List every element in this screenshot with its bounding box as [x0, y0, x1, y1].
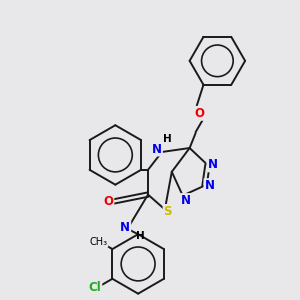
Text: N: N: [204, 179, 214, 192]
Text: N: N: [152, 142, 162, 155]
Text: S: S: [164, 205, 172, 218]
Text: N: N: [181, 194, 191, 207]
Text: N: N: [207, 158, 218, 171]
Text: O: O: [103, 195, 113, 208]
Text: N: N: [120, 221, 130, 234]
Text: H: H: [136, 231, 145, 241]
Text: O: O: [194, 107, 205, 120]
Text: H: H: [164, 134, 172, 144]
Text: Cl: Cl: [88, 281, 101, 294]
Text: CH₃: CH₃: [90, 237, 108, 247]
